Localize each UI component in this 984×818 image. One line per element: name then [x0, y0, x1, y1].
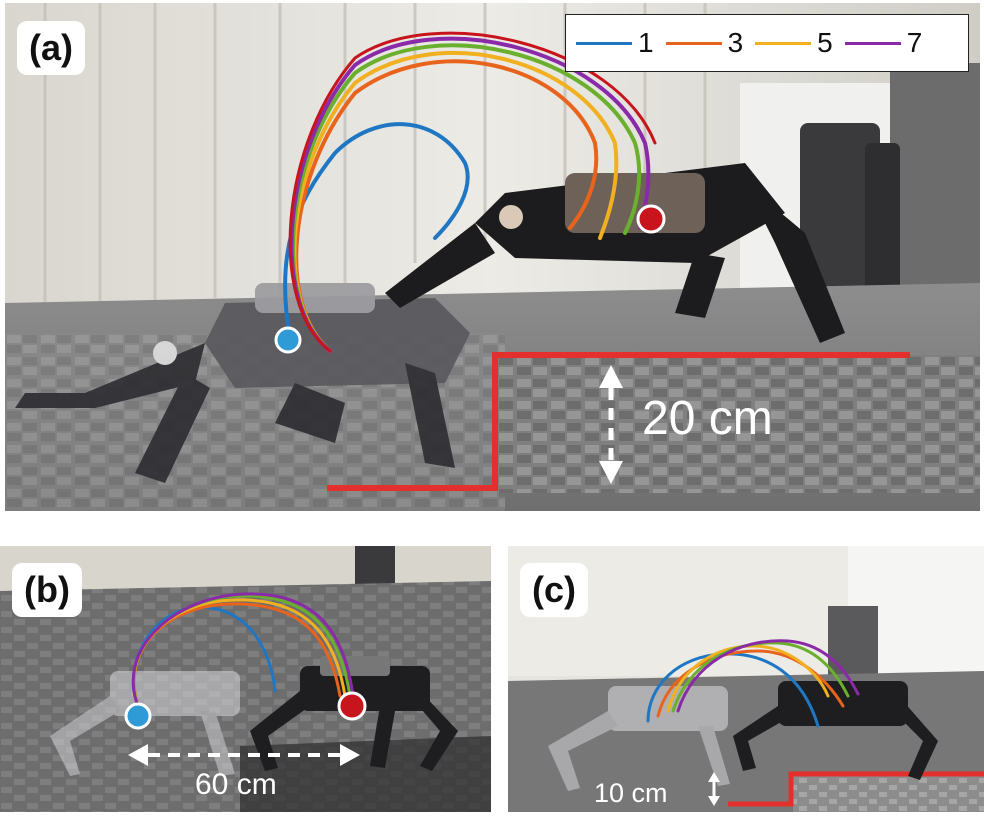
panel-a: (a) 20 cm 1 3 5 7: [5, 3, 980, 511]
end-marker-b: [337, 691, 367, 721]
legend-label-3: 3: [727, 27, 744, 58]
legend-item-5: 5: [755, 27, 833, 59]
step-block-c: [793, 774, 984, 812]
start-marker: [274, 326, 302, 354]
robot-end: [385, 163, 845, 343]
trajectories-b: [131, 592, 355, 713]
robot-end-b: [250, 656, 458, 771]
end-marker: [636, 204, 666, 234]
distance-arrow-b: [128, 744, 360, 766]
legend-swatch-5: [755, 41, 812, 45]
panel-label-a: (a): [17, 21, 85, 75]
height-label-c: 10 cm: [594, 778, 668, 808]
panel-label-c: (c): [520, 563, 588, 617]
height-arrow-a: [599, 365, 623, 484]
panel-a-photo: [5, 3, 980, 511]
start-marker-b: [124, 702, 152, 730]
trajectories-c: [646, 639, 860, 728]
legend-label-1: 1: [638, 27, 654, 58]
step-outline: [327, 352, 910, 491]
panel-b: (b) 60 cm: [0, 546, 491, 812]
legend-swatch-7: [844, 41, 901, 45]
legend-swatch-3: [665, 41, 722, 45]
legend-label-5: 5: [817, 27, 833, 58]
panel-label-b: (b): [12, 563, 82, 617]
legend-label-7: 7: [906, 27, 923, 58]
height-label-a: 20 cm: [642, 392, 773, 445]
legend-item-3: 3: [665, 27, 744, 59]
legend: 1 3 5 7: [565, 14, 969, 72]
distance-label-b: 60 cm: [195, 768, 277, 801]
step-outline-c: [728, 771, 984, 807]
suitcases: [800, 123, 900, 303]
panel-c: (c) 10 cm: [508, 546, 984, 812]
legend-swatch-1: [576, 41, 632, 45]
legend-item-1: 1: [576, 27, 654, 59]
dark-cabinet: [890, 63, 980, 313]
height-arrow-c: [708, 772, 720, 806]
legend-item-7: 7: [844, 27, 923, 59]
step-block: [498, 355, 980, 493]
